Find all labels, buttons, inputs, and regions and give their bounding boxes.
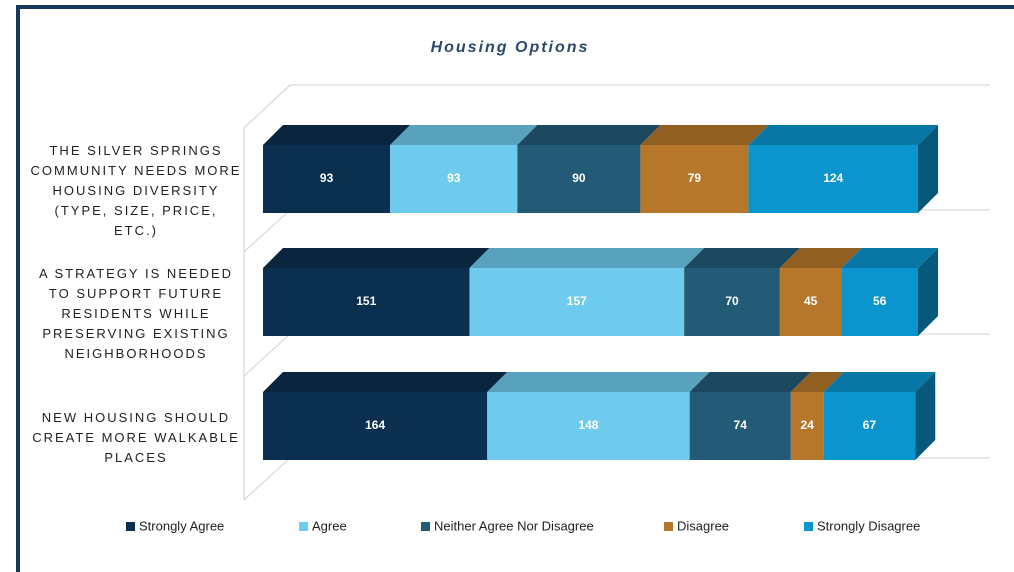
bar	[823, 392, 916, 460]
bar	[517, 145, 641, 213]
value-label: 24	[801, 418, 815, 432]
legend-label: Strongly Disagree	[817, 518, 920, 533]
legend-label: Disagree	[677, 518, 729, 533]
bar-top	[263, 248, 490, 268]
bar-top	[469, 248, 705, 268]
bar-top	[684, 248, 800, 268]
bar-side	[915, 372, 936, 460]
bar-top	[390, 125, 538, 145]
legend-swatch	[664, 522, 673, 531]
wall-line	[243, 209, 291, 253]
value-label: 157	[567, 294, 587, 308]
legend-swatch	[126, 522, 135, 531]
value-label: 90	[572, 171, 586, 185]
bar-top	[748, 125, 938, 145]
category-label: A STRATEGY IS NEEDED TO SUPPORT FUTURE R…	[38, 266, 234, 361]
bar-top	[779, 248, 862, 268]
bar	[263, 392, 488, 460]
category-label: THE SILVER SPRINGS COMMUNITY NEEDS MORE …	[30, 143, 242, 238]
bar	[684, 268, 780, 336]
value-label: 74	[734, 418, 748, 432]
legend-label: Agree	[312, 518, 347, 533]
bar	[689, 392, 791, 460]
bar-top	[487, 372, 710, 392]
bar	[841, 268, 918, 336]
bar-top	[841, 248, 938, 268]
legend-label: Neither Agree Nor Disagree	[434, 518, 594, 533]
wall-line	[243, 333, 291, 377]
value-label: 93	[447, 171, 461, 185]
value-label: 148	[578, 418, 598, 432]
legend-swatch	[421, 522, 430, 531]
bar	[263, 268, 470, 336]
bar-top	[790, 372, 844, 392]
bar	[790, 392, 824, 460]
bar-top	[263, 125, 411, 145]
bar	[263, 145, 391, 213]
bar-top	[517, 125, 661, 145]
legend-swatch	[299, 522, 308, 531]
wall-line	[243, 457, 291, 501]
bar-top	[640, 125, 769, 145]
value-label: 70	[725, 294, 739, 308]
value-label: 56	[873, 294, 887, 308]
value-label: 151	[356, 294, 376, 308]
bar	[748, 145, 918, 213]
legend-label: Strongly Agree	[139, 518, 224, 533]
bar-top	[823, 372, 936, 392]
bar	[640, 145, 749, 213]
bar	[779, 268, 842, 336]
bar	[469, 268, 685, 336]
bar-side	[918, 248, 938, 336]
value-label: 67	[863, 418, 877, 432]
wall-line	[243, 84, 291, 129]
bar-top	[689, 372, 811, 392]
bar	[487, 392, 690, 460]
value-label: 93	[320, 171, 334, 185]
bar-top	[263, 372, 508, 392]
bar-side	[918, 125, 938, 213]
chart-title: Housing Options	[431, 39, 590, 56]
value-label: 164	[365, 418, 385, 432]
value-label: 79	[688, 171, 702, 185]
bar	[390, 145, 518, 213]
value-label: 124	[823, 171, 843, 185]
legend-swatch	[804, 522, 813, 531]
category-label: NEW HOUSING SHOULD CREATE MORE WALKABLE …	[32, 410, 240, 465]
value-label: 45	[804, 294, 818, 308]
